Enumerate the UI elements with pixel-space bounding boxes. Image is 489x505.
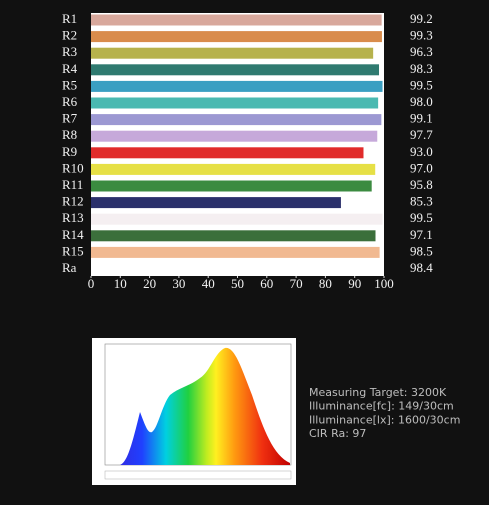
value-label: 99.3 (410, 28, 433, 43)
y-tick-label: R1 (62, 11, 77, 26)
value-label: 99.5 (410, 210, 433, 225)
x-tick-label: 100 (374, 276, 394, 291)
spectrum-image (92, 338, 296, 485)
value-label: 97.1 (410, 227, 433, 242)
value-label: 95.8 (410, 177, 433, 192)
ra-value: 98.4 (410, 260, 433, 275)
y-tick-label: R12 (62, 194, 84, 209)
value-label: 96.3 (410, 44, 433, 59)
x-tick-label: 80 (319, 276, 332, 291)
bar (91, 14, 382, 26)
value-label: 99.1 (410, 111, 433, 126)
x-tick-label: 60 (260, 276, 273, 291)
y-tick-label: R7 (62, 111, 78, 126)
value-label: 98.5 (410, 243, 433, 258)
y-tick-label: R6 (62, 94, 78, 109)
x-tick-label: 40 (202, 276, 215, 291)
value-label: 98.3 (410, 61, 433, 76)
value-label: 85.3 (410, 194, 433, 209)
bar (91, 97, 379, 109)
info-line: Illuminance[fc]: 149/30cm (309, 400, 454, 413)
y-tick-label: R14 (62, 227, 84, 242)
y-tick-label: R10 (62, 160, 84, 175)
x-tick-label: 0 (88, 276, 95, 291)
bar (91, 197, 341, 209)
bar (91, 246, 380, 258)
y-tick-label: R4 (62, 61, 78, 76)
bar (91, 31, 382, 43)
bar (91, 130, 378, 142)
x-tick-label: 20 (143, 276, 156, 291)
value-label: 98.0 (410, 94, 433, 109)
y-tick-label: R9 (62, 144, 77, 159)
x-tick-label: 90 (348, 276, 361, 291)
value-label: 97.7 (410, 127, 433, 142)
y-tick-label: R8 (62, 127, 77, 142)
value-label: 93.0 (410, 144, 433, 159)
info-line: Measuring Target: 3200K (309, 386, 447, 399)
bar (91, 64, 380, 76)
value-label: 97.0 (410, 160, 433, 175)
value-label: 99.2 (410, 11, 433, 26)
x-tick-label: 50 (231, 276, 244, 291)
bar (91, 230, 376, 242)
bar (91, 147, 364, 159)
x-tick-label: 70 (290, 276, 303, 291)
ra-label: Ra (62, 260, 77, 275)
y-tick-label: R11 (62, 177, 83, 192)
value-label: 99.5 (410, 77, 433, 92)
bar (91, 163, 376, 175)
x-tick-label: 10 (114, 276, 127, 291)
bar (91, 114, 382, 126)
y-tick-label: R3 (62, 44, 77, 59)
y-tick-label: R15 (62, 243, 84, 258)
info-line: CIR Ra: 97 (309, 427, 366, 440)
bar (91, 47, 374, 59)
info-line: Illuminance[lx]: 1600/30cm (309, 413, 460, 426)
bar (91, 180, 372, 192)
bar (91, 80, 383, 92)
y-tick-label: R13 (62, 210, 84, 225)
y-tick-label: R5 (62, 77, 77, 92)
y-tick-label: R2 (62, 28, 77, 43)
bar (91, 213, 383, 225)
x-tick-label: 30 (172, 276, 185, 291)
spectrum-curve (120, 347, 290, 465)
spectrum-footer (104, 470, 292, 480)
